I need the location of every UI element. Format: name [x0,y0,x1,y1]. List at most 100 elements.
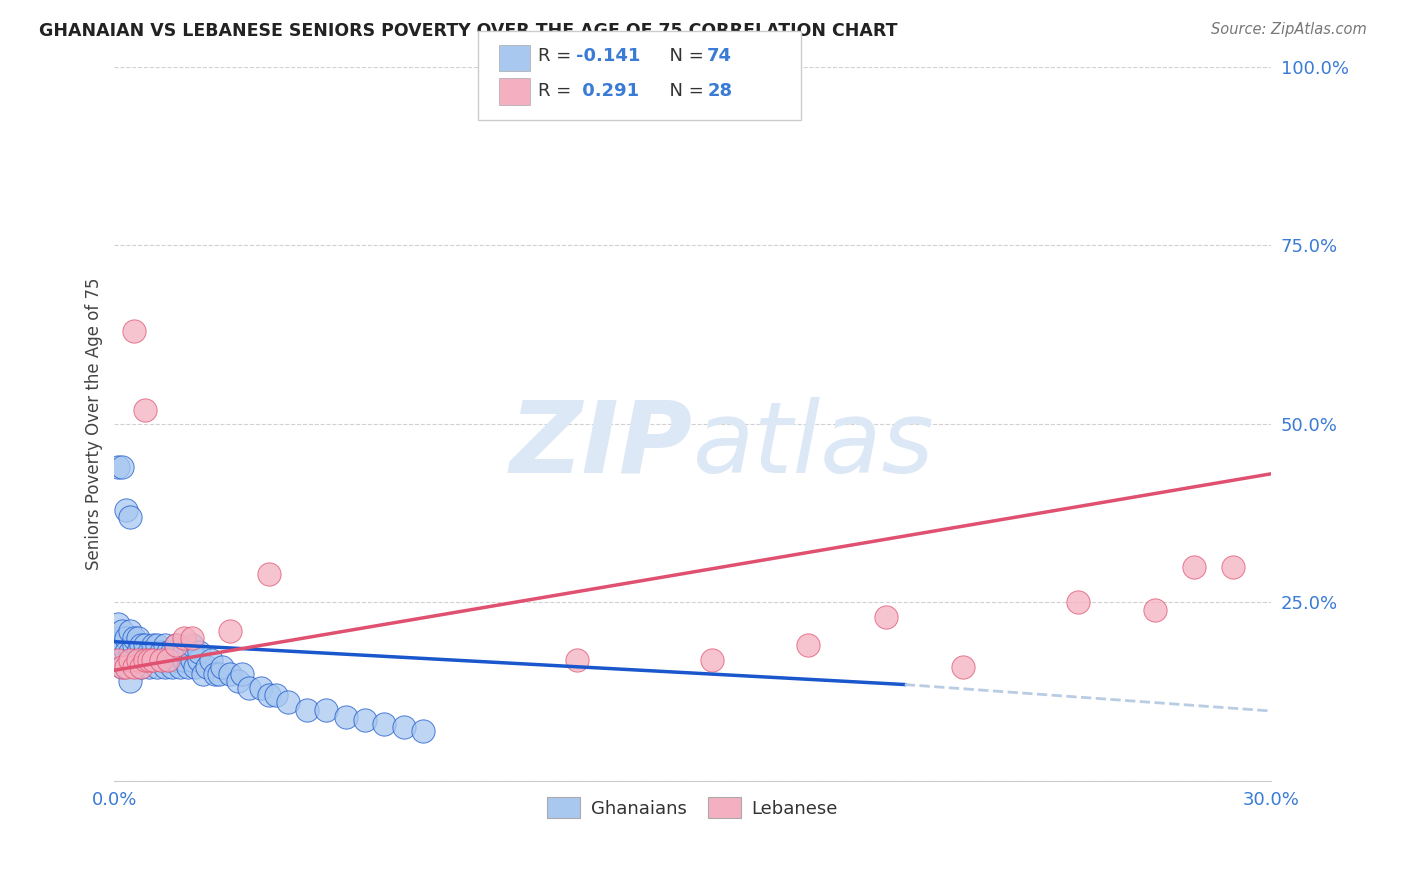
Text: R =: R = [538,47,578,65]
Point [952,659,974,673]
Point [295,702,318,716]
Point [153,638,176,652]
Text: N =: N = [658,47,710,65]
Point [122,324,145,338]
Point [134,645,156,659]
Text: ZIP: ZIP [510,397,693,494]
Point [157,652,180,666]
Point [107,459,129,474]
Point [107,616,129,631]
Point [180,652,202,666]
Point [173,631,195,645]
Point [1182,559,1205,574]
Point [142,652,165,666]
Point [149,645,172,659]
Point [142,645,165,659]
Point [200,652,222,666]
Point [354,713,377,727]
Point [184,659,207,673]
Point [173,652,195,666]
Point [107,631,129,645]
Point [266,688,288,702]
Point [157,652,180,666]
Point [165,638,187,652]
Point [207,666,229,681]
Point [188,645,211,659]
Point [700,652,723,666]
Point [107,652,129,666]
Point [165,652,187,666]
Point [162,659,184,673]
Point [127,652,149,666]
Point [219,666,242,681]
Point [149,652,172,666]
Point [565,652,588,666]
Text: atlas: atlas [693,397,935,494]
Point [111,624,134,638]
Point [111,659,134,673]
Point [131,659,153,673]
Point [115,659,138,673]
Point [157,645,180,659]
Point [134,402,156,417]
Point [277,695,299,709]
Point [146,638,169,652]
Point [188,652,211,666]
Point [392,720,415,734]
Point [142,638,165,652]
Point [134,652,156,666]
Point [118,652,141,666]
Point [138,659,160,673]
Point [122,652,145,666]
Point [122,631,145,645]
Point [176,659,198,673]
Text: R =: R = [538,82,578,100]
Point [1222,559,1244,574]
Point [131,659,153,673]
Point [315,702,337,716]
Point [127,652,149,666]
Text: 28: 28 [707,82,733,100]
Point [127,631,149,645]
Point [134,652,156,666]
Point [115,502,138,516]
Point [118,509,141,524]
Point [180,638,202,652]
Legend: Ghanaians, Lebanese: Ghanaians, Lebanese [540,790,845,826]
Point [118,624,141,638]
Point [131,638,153,652]
Point [153,659,176,673]
Point [180,631,202,645]
Y-axis label: Seniors Poverty Over the Age of 75: Seniors Poverty Over the Age of 75 [86,277,103,570]
Point [191,666,214,681]
Point [257,688,280,702]
Point [138,652,160,666]
Point [115,645,138,659]
Point [412,723,434,738]
Point [115,631,138,645]
Point [226,673,249,688]
Point [165,638,187,652]
Point [146,659,169,673]
Point [107,652,129,666]
Text: -0.141: -0.141 [576,47,641,65]
Point [149,652,172,666]
Point [195,659,218,673]
Text: N =: N = [658,82,710,100]
Point [257,566,280,581]
Point [162,645,184,659]
Point [127,645,149,659]
Point [335,709,357,723]
Point [250,681,273,695]
Point [373,716,395,731]
Point [111,638,134,652]
Point [1067,595,1090,609]
Point [219,624,242,638]
Point [204,666,226,681]
Point [122,638,145,652]
Point [115,652,138,666]
Point [122,659,145,673]
Point [118,673,141,688]
Text: 74: 74 [707,47,733,65]
Point [875,609,897,624]
